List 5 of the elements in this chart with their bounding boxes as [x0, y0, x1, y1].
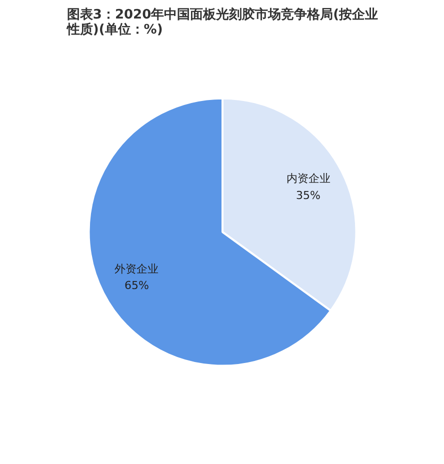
slice-label: 内资企业	[286, 172, 330, 185]
slice-label: 外资企业	[114, 262, 159, 276]
chart-title: 图表3：2020年中国面板光刻胶市场竞争格局(按企业性质)(单位：%)	[66, 6, 378, 38]
data-label: 35%	[296, 188, 321, 202]
data-label: 65%	[124, 279, 149, 292]
